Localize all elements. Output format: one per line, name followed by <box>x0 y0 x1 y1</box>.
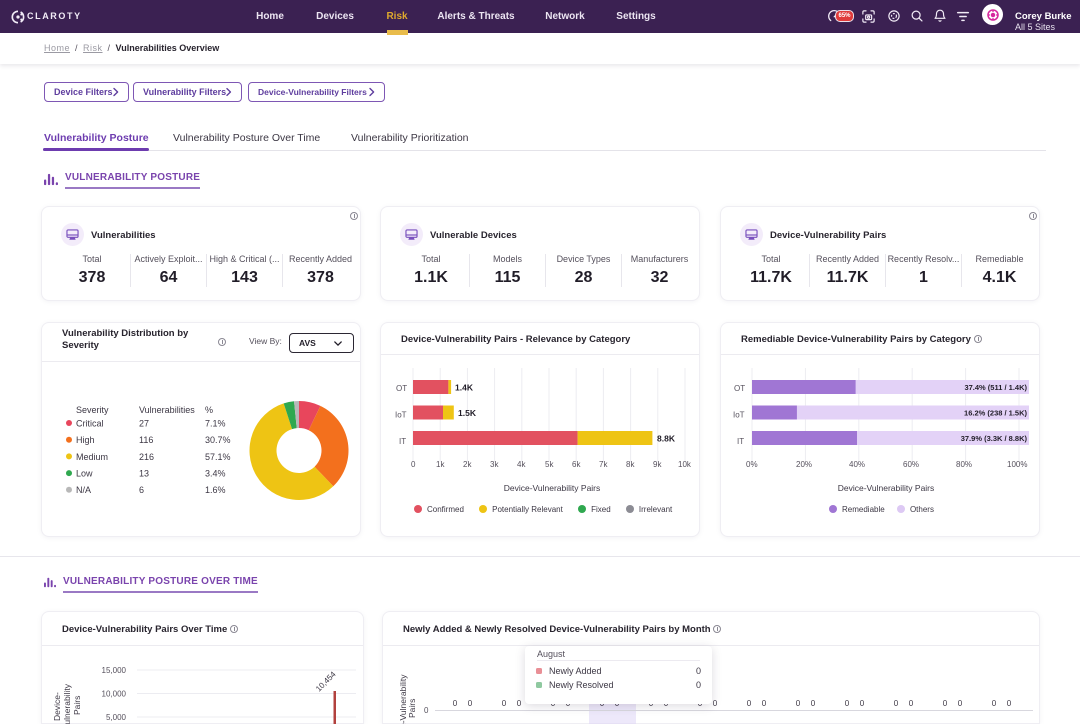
svg-text:0: 0 <box>453 699 458 708</box>
svg-text:37.9% (3.3K / 8.8K): 37.9% (3.3K / 8.8K) <box>961 434 1028 443</box>
svg-text:216: 216 <box>139 452 154 462</box>
svg-text:0: 0 <box>411 460 416 469</box>
svg-text:Severity: Severity <box>76 405 109 415</box>
svg-text:30.7%: 30.7% <box>205 435 231 445</box>
svg-text:0: 0 <box>424 706 429 715</box>
svg-text:0: 0 <box>909 699 914 708</box>
svg-text:20%: 20% <box>796 460 812 469</box>
svg-text:3.4%: 3.4% <box>205 469 226 479</box>
svg-text:1.4K: 1.4K <box>455 383 474 393</box>
svg-text:1.6%: 1.6% <box>205 485 226 495</box>
svg-text:0: 0 <box>1007 699 1012 708</box>
svg-text:0: 0 <box>762 699 767 708</box>
svg-text:0: 0 <box>894 699 899 708</box>
svg-text:1k: 1k <box>436 460 445 469</box>
svg-text:57.1%: 57.1% <box>205 452 231 462</box>
svg-text:60%: 60% <box>903 460 919 469</box>
svg-text:9k: 9k <box>653 460 662 469</box>
svg-text:Medium: Medium <box>76 452 108 462</box>
svg-text:116: 116 <box>139 435 153 445</box>
svg-text:37.4% (511 / 1.4K): 37.4% (511 / 1.4K) <box>964 383 1027 392</box>
svg-text:Pairs: Pairs <box>72 696 82 715</box>
svg-text:0: 0 <box>958 699 963 708</box>
svg-text:80%: 80% <box>956 460 972 469</box>
svg-text:IT: IT <box>737 437 744 446</box>
svg-text:10k: 10k <box>678 460 692 469</box>
svg-text:0: 0 <box>468 699 473 708</box>
svg-text:IoT: IoT <box>733 411 745 420</box>
svg-text:13: 13 <box>139 469 149 479</box>
svg-text:Device-Vulnerability Pairs: Device-Vulnerability Pairs <box>838 483 935 493</box>
svg-text:0: 0 <box>517 699 522 708</box>
svg-text:0: 0 <box>943 699 948 708</box>
svg-text:0: 0 <box>992 699 997 708</box>
svg-text:IT: IT <box>399 437 406 446</box>
svg-text:100%: 100% <box>1007 460 1027 469</box>
svg-text:Device-: Device- <box>52 692 62 721</box>
svg-text:5,000: 5,000 <box>106 713 127 722</box>
svg-text:10,000: 10,000 <box>102 690 127 699</box>
svg-text:0: 0 <box>845 699 850 708</box>
svg-text:5k: 5k <box>545 460 554 469</box>
svg-text:0: 0 <box>811 699 816 708</box>
svg-text:27: 27 <box>139 419 149 429</box>
svg-text:Low: Low <box>76 469 93 479</box>
svg-text:OT: OT <box>396 384 407 393</box>
svg-text:Vulnerability: Vulnerability <box>62 683 72 724</box>
svg-text:Device-Vulnerability Pairs: Device-Vulnerability Pairs <box>504 483 601 493</box>
svg-text:0: 0 <box>747 699 752 708</box>
svg-text:10,454: 10,454 <box>314 669 338 693</box>
svg-text:7.1%: 7.1% <box>205 419 226 429</box>
svg-text:0: 0 <box>502 699 507 708</box>
svg-text:7k: 7k <box>599 460 608 469</box>
svg-text:1.5K: 1.5K <box>458 408 477 418</box>
svg-text:%: % <box>205 405 213 415</box>
svg-text:6: 6 <box>139 485 144 495</box>
svg-text:Pairs: Pairs <box>407 699 417 718</box>
svg-text:40%: 40% <box>849 460 865 469</box>
svg-text:0: 0 <box>713 699 718 708</box>
svg-text:OT: OT <box>734 384 745 393</box>
svg-text:IoT: IoT <box>395 411 407 420</box>
svg-text:Vulnerabilities: Vulnerabilities <box>139 405 195 415</box>
svg-text:0: 0 <box>860 699 865 708</box>
svg-text:e-Vulnerability: e-Vulnerability <box>398 674 408 724</box>
svg-text:0%: 0% <box>746 460 758 469</box>
svg-text:0: 0 <box>796 699 801 708</box>
svg-text:2k: 2k <box>463 460 472 469</box>
svg-text:Critical: Critical <box>76 419 104 429</box>
svg-text:8k: 8k <box>626 460 635 469</box>
svg-text:3k: 3k <box>490 460 499 469</box>
svg-text:16.2% (238 / 1.5K): 16.2% (238 / 1.5K) <box>964 409 1027 418</box>
svg-text:8.8K: 8.8K <box>657 434 676 444</box>
svg-text:4k: 4k <box>517 460 526 469</box>
svg-text:N/A: N/A <box>76 485 91 495</box>
svg-text:15,000: 15,000 <box>102 666 127 675</box>
svg-text:6k: 6k <box>572 460 581 469</box>
svg-text:High: High <box>76 435 95 445</box>
